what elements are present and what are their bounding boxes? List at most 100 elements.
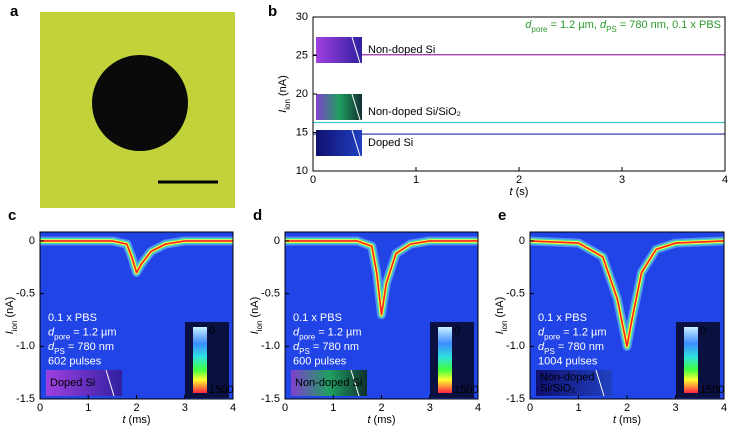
inset-label: Doped Si: [50, 377, 95, 389]
x-tick-label: 3: [182, 402, 188, 414]
text-part: = 780 nm, 0.1 x PBS: [617, 19, 721, 31]
text-part: (nA): [494, 297, 506, 321]
rich-text: t (s): [510, 186, 529, 198]
rich-text: t (ms): [122, 414, 150, 426]
text-part: 600 pulses: [293, 355, 347, 367]
text-part: t: [367, 414, 371, 426]
colorbar-label: 1500: [700, 384, 724, 396]
rich-text: 1004 pulses: [538, 355, 598, 367]
y-tick-label: -1.0: [16, 340, 35, 352]
y-tick-label: 0: [29, 235, 35, 247]
text-part: I: [4, 331, 16, 334]
rich-text: dPS = 780 nm: [538, 341, 604, 356]
text-part: pore: [54, 332, 71, 341]
inset-edge: [351, 36, 361, 64]
rich-text: Iion (nA): [249, 297, 264, 335]
y-tick-label: 30: [296, 11, 308, 23]
x-tick-label: 0: [282, 402, 288, 414]
rich-text: 0.1 x PBS: [48, 312, 97, 324]
rich-text: Iion (nA): [4, 297, 19, 335]
inset-image: [291, 370, 367, 396]
y-tick-label: -1.5: [16, 393, 35, 405]
text-part: = 1.2 µm: [70, 326, 116, 338]
colorbar-label: 0: [209, 325, 215, 337]
y-tick-label: 25: [296, 49, 308, 61]
colorbar: [438, 327, 452, 393]
y-tick-label: -1.0: [506, 340, 525, 352]
text-part: pore: [299, 332, 316, 341]
x-tick-label: 3: [619, 174, 625, 186]
rich-text: t (ms): [367, 414, 395, 426]
text-part: d: [525, 19, 532, 31]
text-part: 0.1 x PBS: [538, 312, 587, 324]
x-tick-label: 4: [722, 174, 728, 186]
y-tick-label: 0: [519, 235, 525, 247]
x-tick-label: 2: [516, 174, 522, 186]
text-part: d: [538, 326, 545, 338]
text-part: pore: [531, 25, 548, 34]
text-part: (nA): [4, 297, 16, 321]
y-tick-label: 15: [296, 126, 308, 138]
text-part: (nA): [277, 75, 289, 99]
inset-image: [316, 94, 362, 120]
density-trace: [529, 240, 725, 348]
pore: [92, 55, 188, 151]
rich-text: dpore = 1.2 µm: [293, 326, 362, 341]
rich-text: t (ms): [613, 414, 641, 426]
legend-label: Non-doped Si: [368, 44, 435, 56]
x-tick-label: 2: [624, 402, 630, 414]
x-tick-label: 4: [721, 402, 727, 414]
rich-text: Iion (nA): [494, 297, 509, 335]
inset-edge: [351, 129, 361, 157]
text-part: I: [249, 331, 261, 334]
x-tick-label: 0: [527, 402, 533, 414]
text-part: = 1.2 µm: [315, 326, 361, 338]
text-part: PS: [606, 25, 617, 34]
x-tick-label: 1: [413, 174, 419, 186]
inset-edge: [351, 93, 361, 121]
inset-edge: [595, 369, 605, 397]
panel-label: b: [268, 3, 277, 20]
x-tick-label: 0: [37, 402, 43, 414]
text-part: PS: [299, 347, 310, 356]
x-tick-label: 1: [330, 402, 336, 414]
text-part: PS: [54, 347, 65, 356]
text-part: d: [538, 341, 545, 353]
y-tick-label: 10: [296, 165, 308, 177]
x-tick-label: 3: [672, 402, 678, 414]
text-part: 0.1 x PBS: [293, 312, 342, 324]
rich-text: dPS = 780 nm: [48, 341, 114, 356]
y-tick-label: -1.0: [261, 340, 280, 352]
rich-text: 0.1 x PBS: [538, 312, 587, 324]
text-part: I: [494, 331, 506, 334]
x-tick-label: 4: [475, 402, 481, 414]
colorbar: [684, 327, 698, 393]
text-part: 602 pulses: [48, 355, 102, 367]
text-part: = 1.2 µm,: [547, 19, 600, 31]
colorbar-label: 0: [700, 325, 706, 337]
text-part: 1004 pulses: [538, 355, 598, 367]
x-tick-label: 1: [575, 402, 581, 414]
text-part: 0.1 x PBS: [48, 312, 97, 324]
text-part: ion: [10, 321, 19, 332]
colorbar-label: 1500: [454, 384, 478, 396]
legend-label: Doped Si: [368, 137, 413, 149]
text-part: ion: [283, 99, 292, 110]
rich-text: dPS = 780 nm: [293, 341, 359, 356]
text-part: (nA): [249, 297, 261, 321]
y-tick-label: -0.5: [506, 288, 525, 300]
y-tick-label: 0: [274, 235, 280, 247]
text-part: = 780 nm: [555, 341, 604, 353]
text-part: d: [293, 326, 300, 338]
colorbar-label: 0: [454, 325, 460, 337]
y-tick-label: -1.5: [506, 393, 525, 405]
text-part: ion: [255, 321, 264, 332]
rich-text: 600 pulses: [293, 355, 347, 367]
text-part: (ms): [371, 414, 396, 426]
text-part: = 780 nm: [310, 341, 359, 353]
text-part: d: [48, 326, 55, 338]
text-part: d: [293, 341, 300, 353]
y-tick-label: -0.5: [16, 288, 35, 300]
inset-image: [316, 37, 362, 63]
density-trace: [285, 240, 478, 316]
